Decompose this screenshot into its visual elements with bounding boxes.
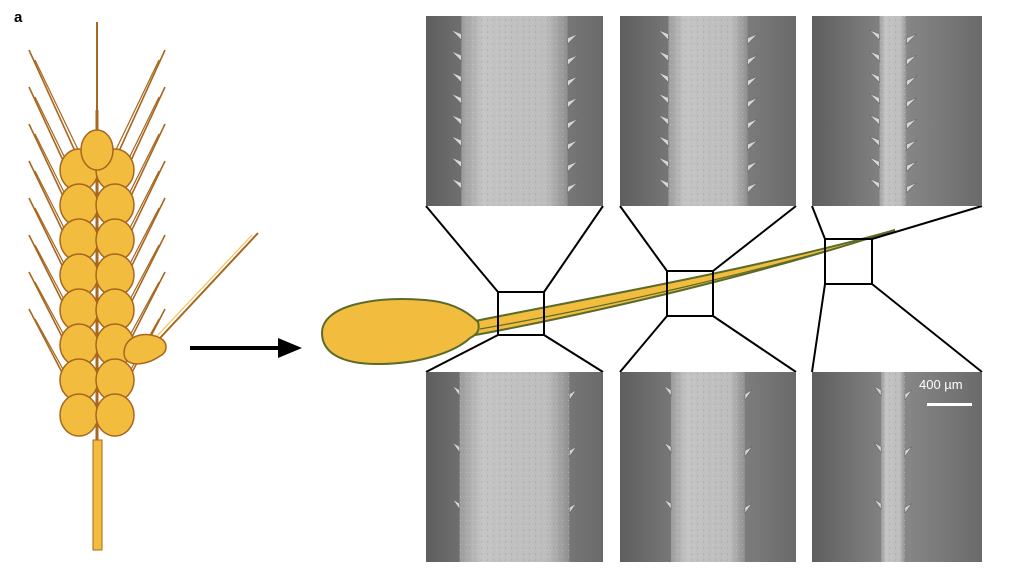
- arrow-icon: [190, 338, 302, 358]
- awn-shape: [469, 229, 896, 338]
- sem-panel-bottom-awn-middle: [620, 372, 796, 562]
- zoom-box-middle: [666, 270, 714, 317]
- grain-with-awn: [320, 229, 896, 366]
- grain-body: [320, 298, 480, 366]
- zoom-box-tip: [824, 238, 873, 285]
- wheat-awn: [114, 49, 166, 161]
- wheat-grain-top: [80, 129, 114, 171]
- wheat-grains: [59, 129, 135, 437]
- wheat-stem: [92, 439, 103, 551]
- sem-panel-top-awn-middle: [620, 16, 796, 206]
- wheat-awn: [110, 59, 160, 161]
- wheat-grain: [59, 393, 99, 437]
- scale-bar: 400 µm: [919, 377, 972, 406]
- sem-panel-top-awn-tip: [812, 16, 982, 206]
- wheat-ear-illustration: [28, 22, 259, 551]
- wheat-awn: [28, 49, 80, 161]
- wheat-awn: [34, 59, 84, 161]
- wheat-grain: [95, 393, 135, 437]
- zoom-box-base: [497, 291, 545, 336]
- sem-panel-bottom-awn-base: [426, 372, 603, 562]
- panel-label: a: [14, 9, 23, 26]
- scale-bar-label: 400 µm: [919, 377, 963, 392]
- sem-micrographs: [426, 16, 982, 562]
- scale-bar-line: [927, 403, 972, 406]
- sem-panel-top-awn-base: [426, 16, 603, 206]
- zoom-connectors: [425, 205, 983, 373]
- detached-grain: [123, 232, 259, 365]
- sem-panel-bottom-awn-tip: [812, 372, 982, 562]
